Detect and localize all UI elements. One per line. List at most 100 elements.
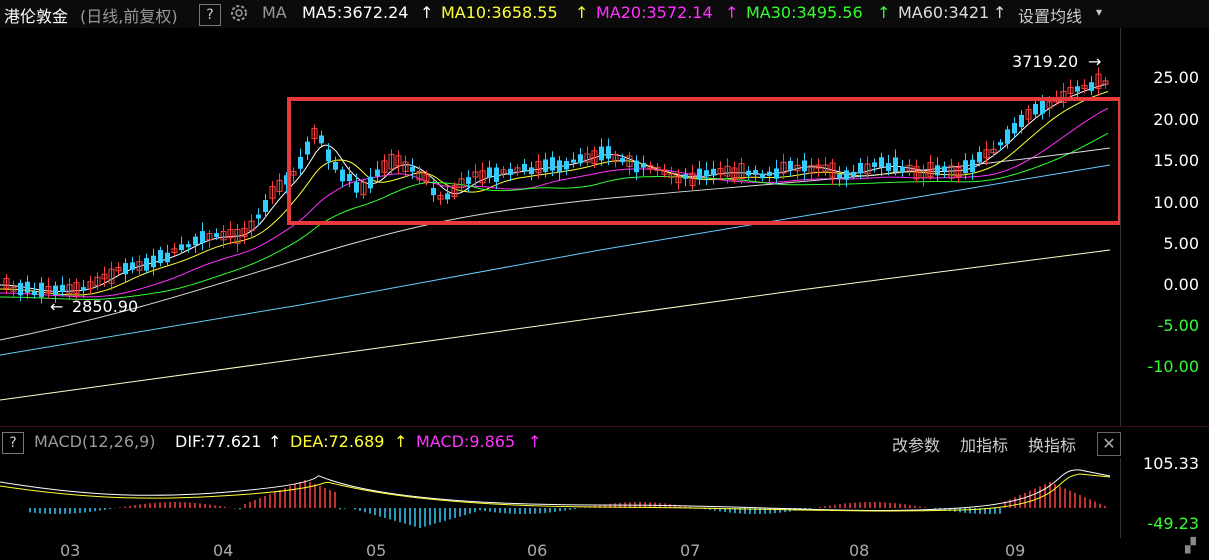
candle-body: [340, 169, 345, 182]
x-tick-month: 08: [849, 541, 870, 560]
candle-body: [998, 142, 1003, 146]
candle-body: [864, 163, 871, 175]
candle-body: [774, 168, 779, 179]
candle-body: [794, 164, 801, 172]
candle-body: [472, 171, 479, 178]
candle-body: [214, 233, 219, 237]
candle-body: [298, 156, 303, 169]
ma60-line: [0, 147, 1111, 341]
candle-body: [578, 154, 583, 164]
dif-line: [0, 469, 1111, 511]
candle-body: [360, 181, 367, 196]
candle-body: [220, 231, 227, 241]
candle-body: [1040, 99, 1045, 114]
candle-body: [269, 185, 276, 199]
ma-label: MA: [262, 3, 287, 22]
candle-body: [227, 229, 234, 239]
candle-body: [487, 167, 492, 178]
ma20-value: MA20:3572.14: [596, 3, 713, 22]
candle-body: [822, 164, 829, 172]
candle-body: [1102, 80, 1109, 85]
candle-body: [1067, 87, 1074, 94]
candle-body: [927, 162, 934, 178]
y-tick: 20.00: [1153, 110, 1199, 129]
candle-body: [522, 163, 527, 171]
low-price-label: 2850.90: [72, 297, 139, 316]
candle-body: [60, 284, 65, 293]
candle-body: [333, 161, 338, 170]
candle-body: [165, 252, 170, 263]
dea-arrow-icon: ↑: [394, 432, 408, 451]
x-tick-month: 09: [1005, 541, 1026, 560]
candle-body: [375, 169, 380, 177]
candle-body: [1046, 101, 1053, 109]
candle-body: [1075, 86, 1080, 92]
candle-body: [837, 174, 842, 179]
candle-body: [514, 167, 521, 173]
close-icon[interactable]: ✕: [1097, 432, 1121, 456]
candle-body: [571, 159, 576, 163]
ma250-line: [0, 249, 1111, 401]
candle-body: [858, 162, 863, 174]
candle-body: [738, 163, 745, 180]
candle-body: [963, 160, 968, 174]
candle-body: [200, 231, 205, 243]
candle-body: [815, 164, 822, 169]
candle-body: [557, 160, 562, 173]
candle-body: [1005, 129, 1010, 144]
ma30-arrow-icon: ↑: [877, 3, 891, 22]
candle-body: [893, 157, 898, 173]
switch-indicator-button[interactable]: 换指标: [1028, 436, 1077, 455]
ma5-value: MA5:3672.24: [302, 3, 409, 22]
candle-body: [802, 160, 807, 172]
macd-title: MACD(12,26,9): [34, 432, 156, 451]
candle-body: [39, 282, 44, 298]
macd-help-button[interactable]: ?: [2, 432, 24, 454]
candle-body: [87, 281, 94, 290]
macd-value: MACD:9.865: [416, 432, 516, 451]
candle-body: [186, 244, 191, 248]
candle-body: [445, 193, 450, 200]
candle-body: [612, 153, 619, 163]
candle-body: [689, 172, 696, 186]
candle-body: [388, 153, 395, 170]
candle-body: [305, 141, 310, 155]
candle-body: [437, 194, 444, 200]
candle-body: [53, 285, 58, 296]
candle-body: [81, 287, 86, 291]
add-indicator-button[interactable]: 加指标: [960, 436, 1009, 455]
chevron-down-icon[interactable]: ▾: [1096, 5, 1103, 19]
x-tick-month: 05: [366, 541, 387, 560]
instrument-title: 港伦敦金: [4, 7, 69, 26]
candle-body: [606, 146, 611, 159]
candle-body: [550, 157, 555, 171]
period-label: (日线,前复权): [80, 7, 178, 26]
candle-body: [1089, 82, 1094, 91]
change-params-button[interactable]: 改参数: [892, 436, 941, 455]
candle-body: [347, 173, 352, 182]
kline-chart[interactable]: [0, 0, 1120, 428]
help-button[interactable]: ?: [199, 4, 221, 26]
resize-handle-icon[interactable]: ▞: [1185, 538, 1196, 554]
macd-chart[interactable]: [0, 0, 1120, 555]
macd-axis-line: [1120, 458, 1121, 538]
candle-body: [115, 266, 122, 272]
candle-body: [948, 165, 955, 179]
candle-body: [263, 200, 268, 213]
candle-body: [319, 135, 324, 144]
candle-body: [620, 158, 625, 163]
candle-body: [256, 214, 261, 219]
candle-body: [746, 170, 751, 176]
candle-body: [458, 178, 465, 188]
candle-body: [94, 276, 101, 287]
indicator-header: 港伦敦金 (日线,前复权) ? MA MA5:3672.24 ↑ MA10:36…: [0, 0, 1209, 28]
gear-icon[interactable]: [228, 2, 250, 28]
candle-body: [158, 250, 163, 263]
ma-settings-button[interactable]: 设置均线: [1018, 7, 1083, 26]
candle-body: [724, 165, 731, 177]
candle-body: [101, 273, 108, 280]
candle-body: [25, 281, 30, 293]
candle-body: [276, 179, 283, 192]
candle-body: [311, 128, 318, 139]
candle-body: [591, 150, 598, 164]
